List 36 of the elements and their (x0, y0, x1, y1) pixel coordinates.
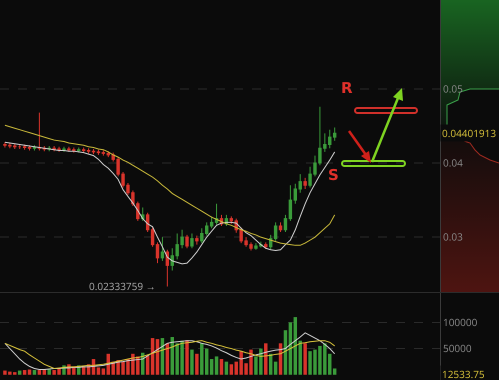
bar (160, 338, 164, 375)
bar (185, 340, 189, 375)
candlestick (18, 144, 22, 150)
annotation: 0.02333759 → (89, 279, 156, 293)
bar (278, 343, 282, 375)
bar (303, 343, 307, 375)
bar (47, 370, 51, 375)
y-tick-label: 50000 (443, 341, 472, 356)
candlestick (38, 112, 42, 151)
bar (18, 370, 22, 375)
bar (141, 352, 144, 375)
bar (264, 343, 268, 375)
bar (195, 354, 199, 375)
candlestick (303, 177, 307, 190)
annotation: S (328, 166, 339, 184)
candlestick (195, 235, 199, 246)
bar (166, 343, 170, 375)
bar (224, 362, 228, 375)
text: 0.04401913 (442, 126, 496, 140)
y-tick-label: 0.04 (443, 156, 464, 170)
text: R (341, 79, 353, 97)
candlestick (77, 146, 80, 154)
bar (32, 370, 36, 375)
candlestick (160, 236, 164, 262)
line-series (4, 332, 336, 370)
candlestick (264, 242, 268, 250)
candlestick (190, 232, 194, 249)
line-series (4, 340, 336, 369)
y-tick-label: 100000 (443, 314, 478, 329)
y-tick-label: 0.05 (443, 81, 464, 96)
candlestick (185, 234, 189, 249)
bar (190, 350, 194, 375)
text: 12533.75 (442, 367, 485, 380)
y-tick-label: 0.03 (443, 230, 464, 244)
candlestick (166, 249, 170, 288)
candlestick (278, 222, 282, 232)
